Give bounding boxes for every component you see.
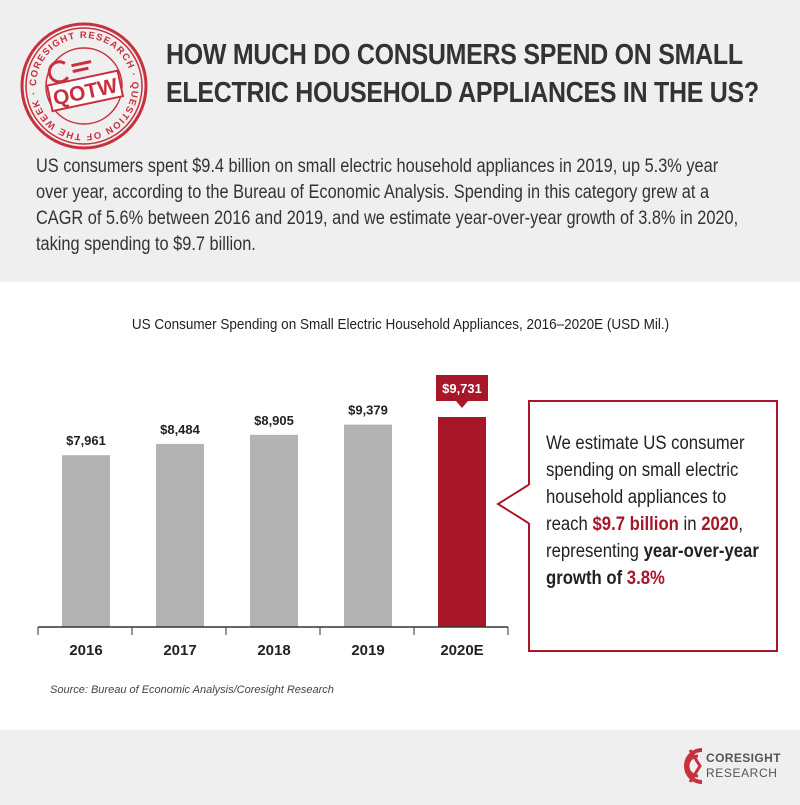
value-label-pointer [456, 401, 468, 408]
x-tick-2016: 2016 [69, 642, 102, 659]
bar-2020E [438, 417, 486, 627]
value-label-2016: $7,961 [66, 433, 106, 448]
bar-2016 [62, 455, 110, 627]
callout-line-4-pre: reach [546, 514, 593, 535]
source-note: Source: Bureau of Economic Analysis/Core… [50, 684, 334, 696]
callout-line-4-post: , [738, 514, 744, 535]
callout-pointer-icon [496, 483, 532, 525]
callout-line-4-mid: in [678, 514, 702, 535]
logo-text-research: RESEARCH [706, 766, 778, 780]
value-label-2020E: $9,731 [442, 381, 482, 396]
bar-2017 [156, 443, 204, 627]
bar-2018 [250, 434, 298, 627]
callout-yoy: year-over-year [643, 541, 759, 562]
x-tick-2020E: 2020E [440, 642, 483, 659]
callout-line-1: We estimate US consumer [546, 433, 745, 454]
intro-line-1: US consumers spent $9.4 billion on small… [36, 156, 719, 177]
callout-year: 2020 [701, 514, 739, 535]
value-label-2019: $9,379 [348, 403, 388, 418]
x-tick-2019: 2019 [351, 642, 384, 659]
callout-box: We estimate US consumer spending on smal… [528, 400, 778, 652]
value-label-box [436, 375, 488, 401]
logo-text-coresight: CORESIGHT [706, 751, 781, 765]
page-title-line-1: HOW MUCH DO CONSUMERS SPEND ON SMALL [166, 39, 743, 71]
bar-2019 [344, 424, 392, 627]
bar-chart: $7,961 2016 $8,484 2017 $8,905 2018 $9,379 2019… [37, 375, 509, 659]
footer-band [0, 730, 800, 805]
intro-line-3: CAGR of 5.6% between 2016 and 2019, and … [36, 208, 739, 229]
intro-line-4: taking spending to $9.7 billion. [36, 234, 256, 255]
callout-line-3: household appliances to [546, 487, 727, 508]
callout-line-2: spending on small electric [546, 460, 739, 481]
value-label-2018: $8,905 [254, 413, 294, 428]
callout-text: We estimate US consumer spending on smal… [546, 430, 775, 592]
callout-growth-label: growth of [546, 568, 627, 589]
intro-paragraph: US consumers spent $9.4 billion on small… [36, 154, 776, 258]
qotw-stamp-icon: CORESIGHT RESEARCH · QUESTION OF THE WEE… [20, 22, 148, 150]
x-tick-2018: 2018 [257, 642, 290, 659]
callout-amount: $9.7 billion [592, 514, 679, 535]
page-title-line-2: ELECTRIC HOUSEHOLD APPLIANCES IN THE US? [166, 77, 759, 109]
x-tick-2017: 2017 [163, 642, 196, 659]
chart-title-text: US Consumer Spending on Small Electric H… [131, 316, 669, 333]
coresight-logo-icon [684, 748, 703, 784]
value-label-2017: $8,484 [160, 422, 201, 437]
callout-line-5-pre: representing [546, 541, 644, 562]
page-title: HOW MUCH DO CONSUMERS SPEND ON SMALL ELE… [166, 36, 768, 112]
intro-line-2: over year, according to the Bureau of Ec… [36, 182, 710, 203]
callout-growth-pct: 3.8% [626, 568, 665, 589]
chart-title: US Consumer Spending on Small Electric H… [0, 316, 800, 333]
